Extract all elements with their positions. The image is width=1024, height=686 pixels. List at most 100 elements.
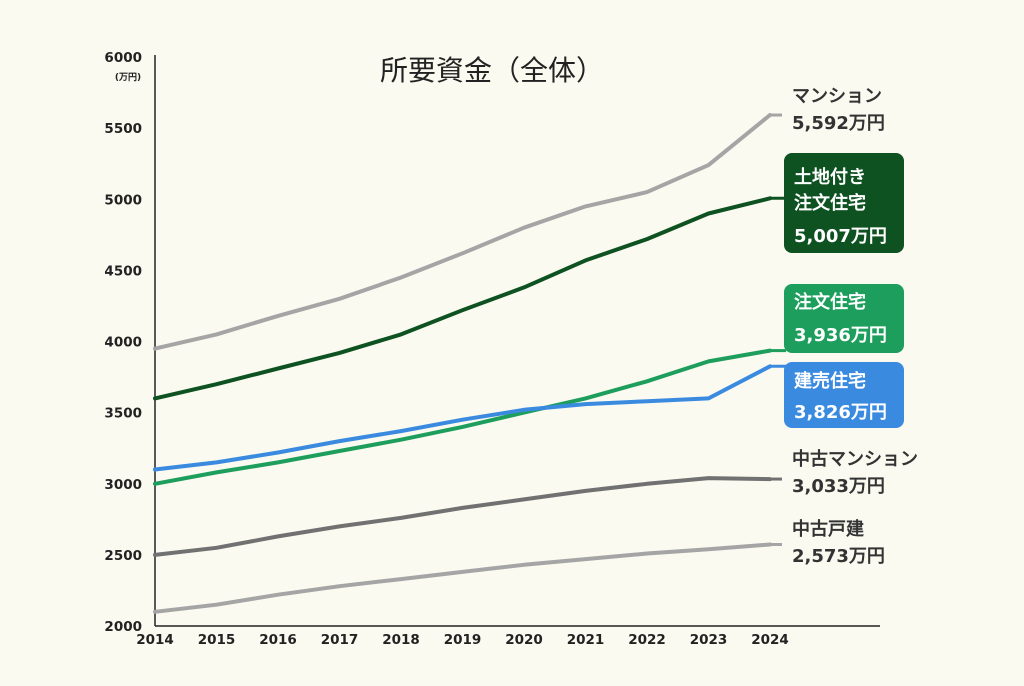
data-point <box>522 408 526 412</box>
data-point <box>215 470 218 474</box>
data-point <box>645 399 649 403</box>
data-point <box>645 551 649 555</box>
series-label-text: 中古マンション <box>792 448 918 470</box>
x-tick-label: 2014 <box>136 632 174 648</box>
data-point <box>707 476 710 480</box>
data-point <box>645 379 649 383</box>
data-point <box>338 297 341 301</box>
data-point <box>399 438 403 442</box>
x-tick-label: 2019 <box>444 632 482 648</box>
data-point <box>399 516 403 520</box>
data-point <box>584 489 587 493</box>
series-label-text: 注文住宅 <box>794 291 866 313</box>
data-point <box>522 497 526 501</box>
data-point <box>399 429 403 433</box>
data-point <box>645 237 649 241</box>
data-point <box>153 610 157 614</box>
data-point <box>522 285 526 289</box>
data-point <box>153 347 157 351</box>
data-point <box>215 332 218 336</box>
data-point <box>707 359 710 363</box>
y-tick-label: 4500 <box>104 263 142 279</box>
series-label-text: 3,936万円 <box>794 325 887 346</box>
y-tick-label: 3500 <box>104 406 142 422</box>
data-point <box>153 482 157 486</box>
x-tick-label: 2022 <box>628 632 666 648</box>
data-point <box>153 553 157 557</box>
data-point <box>338 351 341 355</box>
data-point <box>707 396 710 400</box>
y-tick-label: 2500 <box>104 548 142 564</box>
x-tick-label: 2021 <box>567 632 605 648</box>
data-point <box>276 460 280 464</box>
data-point <box>215 603 218 607</box>
y-tick-label: 4000 <box>104 335 142 351</box>
data-point <box>276 367 280 371</box>
chart-title: 所要資金（全体） <box>380 54 604 87</box>
series-line <box>153 113 772 351</box>
data-point <box>522 563 526 567</box>
data-point <box>584 204 587 208</box>
x-tick-label: 2017 <box>321 632 359 648</box>
series-label-text: 3,033万円 <box>792 476 885 497</box>
series-line <box>153 196 772 401</box>
data-point <box>399 275 403 279</box>
series-line <box>153 476 772 557</box>
data-point <box>399 332 403 336</box>
x-tick-label: 2015 <box>198 632 236 648</box>
data-point <box>461 418 464 422</box>
data-point <box>153 396 157 400</box>
axes: 2000 2500 3000 3500 4000 4500 5000 5500 6000 2014… <box>104 50 880 648</box>
series-line <box>153 364 772 472</box>
data-point <box>215 460 218 464</box>
label-box <box>784 153 904 253</box>
data-point <box>338 524 341 528</box>
data-point <box>461 425 464 429</box>
x-tick-label: 2023 <box>690 632 728 648</box>
series-label-text: 注文住宅 <box>794 192 866 214</box>
y-tick-label: 5500 <box>104 121 142 137</box>
series-label-text: 2,573万円 <box>792 546 885 567</box>
data-point <box>461 506 464 510</box>
data-point <box>584 557 587 561</box>
y-axis-unit: (万円) <box>115 72 141 83</box>
y-tick-label: 5000 <box>104 192 142 208</box>
data-point <box>399 577 403 581</box>
data-point <box>215 382 218 386</box>
data-point <box>276 534 280 538</box>
data-point <box>707 547 710 551</box>
data-point <box>153 468 157 472</box>
series-label-text: 建売住宅 <box>794 370 866 392</box>
x-tick-label: 2024 <box>751 632 789 648</box>
x-tick-label: 2016 <box>259 632 297 648</box>
y-tick-label: 3000 <box>104 477 142 493</box>
series-lines <box>153 113 772 614</box>
data-point <box>215 546 218 550</box>
data-point <box>461 570 464 574</box>
y-tick-label: 6000 <box>104 50 142 66</box>
data-point <box>584 396 587 400</box>
data-point <box>707 163 710 167</box>
series-label-text: 3,826万円 <box>794 402 887 423</box>
data-point <box>645 482 649 486</box>
data-point <box>461 308 464 312</box>
series-line <box>153 348 772 486</box>
data-point <box>276 593 280 597</box>
y-tick-label: 2000 <box>104 619 142 635</box>
series-label-text: マンション <box>792 86 882 107</box>
label-box <box>784 362 904 428</box>
data-point <box>461 251 464 255</box>
data-point <box>338 439 341 443</box>
series-label-text: 5,592万円 <box>792 113 885 134</box>
data-point <box>584 258 587 262</box>
series-label-text: 5,007万円 <box>794 226 887 247</box>
data-point <box>645 190 649 194</box>
series-label-text: 中古戸建 <box>792 518 864 540</box>
x-tick-label: 2018 <box>382 632 420 648</box>
x-tick-label: 2020 <box>505 632 543 648</box>
data-point <box>276 314 280 318</box>
label-box <box>784 284 904 353</box>
